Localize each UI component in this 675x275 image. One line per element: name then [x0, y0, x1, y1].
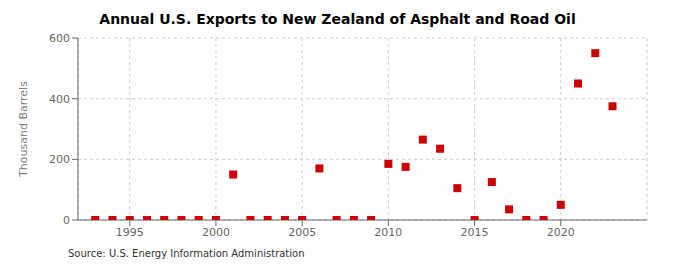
- html-text:Source: U.S. Energy Informatio: Source: U.S. Energy Information Administ…: [68, 248, 305, 259]
- html-text:Annual U.S. Exports to New Zea: Annual U.S. Exports to New Zealand of As…: [99, 11, 576, 27]
- svg-text:0: 0: [63, 214, 70, 227]
- svg-text:2000: 2000: [202, 226, 230, 239]
- svg-text:600: 600: [49, 32, 70, 45]
- svg-text:Thousand Barrels: Thousand Barrels: [17, 81, 30, 178]
- svg-text:2005: 2005: [288, 226, 316, 239]
- svg-text:400: 400: [49, 93, 70, 106]
- svg-text:2020: 2020: [547, 226, 575, 239]
- svg-text:1995: 1995: [116, 226, 144, 239]
- svg-text:200: 200: [49, 153, 70, 166]
- svg-text:2015: 2015: [461, 226, 489, 239]
- svg-text:2010: 2010: [374, 226, 402, 239]
